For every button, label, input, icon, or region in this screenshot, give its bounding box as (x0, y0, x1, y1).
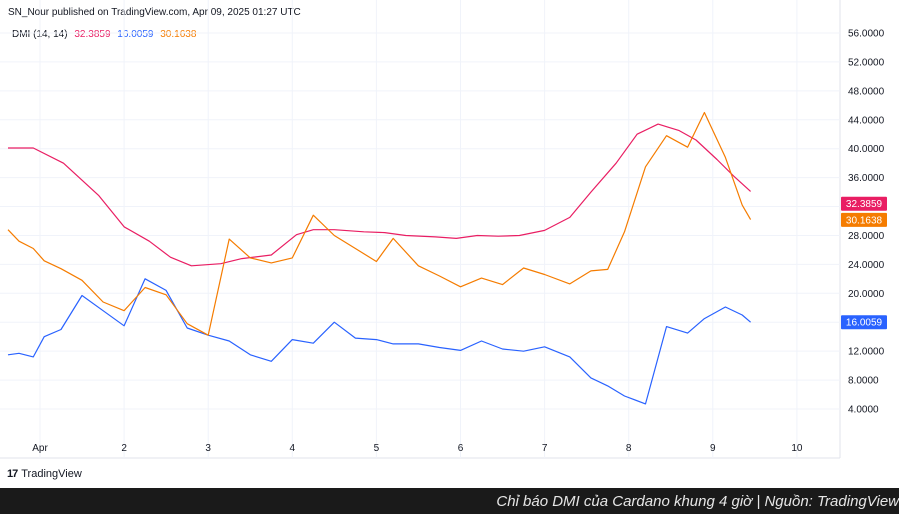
plus-di-last-value-label: 16.0059 (846, 318, 883, 329)
plus-di-line (7, 278, 751, 405)
caption-text: Chỉ báo DMI của Cardano khung 4 giờ | Ng… (496, 493, 899, 510)
dmi-chart: 56.000052.000048.000044.000040.000036.00… (0, 0, 887, 459)
y-tick-label: 24.0000 (848, 260, 885, 271)
x-tick-label: 7 (542, 443, 548, 454)
y-tick-label: 36.0000 (848, 173, 885, 184)
adx-last-value-bg (841, 196, 887, 211)
plus-di-value: 16.0059 (117, 29, 154, 40)
tradingview-logo-text: TradingView (21, 468, 82, 480)
y-tick-label: 4.0000 (848, 405, 879, 416)
x-tick-label: 8 (626, 443, 632, 454)
x-tick-label: 4 (290, 443, 296, 454)
x-tick-label: 5 (374, 443, 380, 454)
plus-di-last-value-bg (841, 315, 887, 330)
minus-di-line (7, 111, 752, 336)
y-tick-label: 52.0000 (848, 57, 885, 68)
x-tick-label: Apr (32, 443, 48, 454)
x-tick-label: 10 (791, 443, 803, 454)
x-tick-label: 6 (458, 443, 464, 454)
y-tick-label: 28.0000 (848, 231, 885, 242)
y-tick-label: 12.0000 (848, 347, 885, 358)
time-axis: Apr 2 3 4 5 6 7 8 9 10 (32, 443, 803, 454)
minus-di-last-value-bg (841, 212, 887, 227)
x-tick-label: 3 (205, 443, 211, 454)
adx-last-value-label: 32.3859 (846, 199, 883, 210)
y-tick-label: 44.0000 (848, 115, 885, 126)
chart-grid (0, 0, 841, 459)
x-tick-label: 9 (710, 443, 716, 454)
caption-bar: Chỉ báo DMI của Cardano khung 4 giờ | Ng… (0, 488, 899, 514)
tradingview-logo[interactable]: 17 TradingView (7, 468, 82, 480)
last-value-labels: 32.3859 30.1638 16.0059 (841, 196, 887, 330)
y-tick-label: 56.0000 (848, 29, 885, 40)
adx-value: 32.3859 (74, 29, 111, 40)
series-lines (7, 111, 752, 405)
minus-di-last-value-label: 30.1638 (846, 215, 883, 226)
minus-di-value: 30.1638 (160, 29, 197, 40)
publisher-header: SN_Nour published on TradingView.com, Ap… (8, 7, 301, 18)
y-tick-label: 40.0000 (848, 144, 885, 155)
y-tick-label: 20.0000 (848, 289, 885, 300)
y-tick-label: 48.0000 (848, 86, 885, 97)
tradingview-logo-icon: 17 (7, 468, 18, 480)
adx-line (8, 123, 752, 267)
y-tick-label: 8.0000 (848, 376, 879, 387)
x-tick-label: 2 (121, 443, 127, 454)
